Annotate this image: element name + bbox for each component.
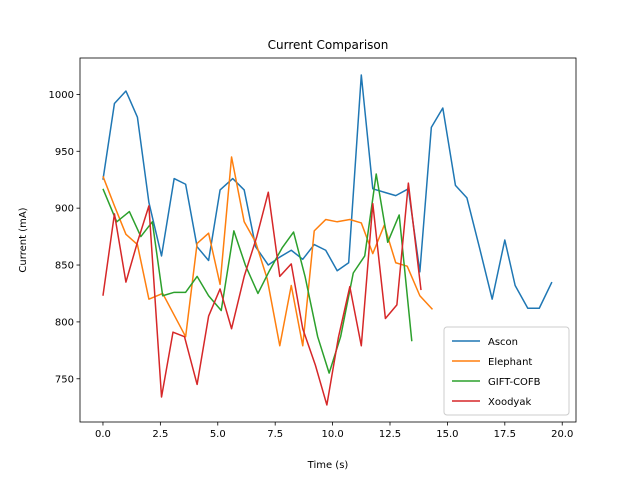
y-tick-label: 850 (55, 261, 74, 272)
y-tick-label: 800 (55, 317, 74, 328)
x-tick-label: 12.5 (379, 429, 401, 440)
plot-frame (79, 57, 577, 423)
series-line-xoodyak (102, 182, 422, 406)
legend-box (443, 326, 570, 416)
x-axis-label: Time (s) (307, 460, 349, 471)
legend-label: Elephant (488, 357, 532, 368)
y-axis-ticks: 750 800 850 900 950 1000 (49, 90, 80, 385)
x-tick-label: 15.0 (436, 429, 458, 440)
series-line-ascon (102, 74, 553, 309)
x-tick-label: 5.0 (210, 429, 226, 440)
x-tick-label: 20.0 (551, 429, 573, 440)
legend: Ascon Elephant GIFT-COFB Xoodyak (443, 326, 570, 416)
y-tick-label: 950 (55, 147, 74, 158)
y-tick-label: 900 (55, 204, 74, 215)
y-axis-label: Current (mA) (18, 207, 29, 272)
x-tick-label: 17.5 (494, 429, 516, 440)
legend-label: GIFT-COFB (488, 377, 541, 388)
legend-label: Ascon (488, 337, 518, 348)
x-tick-label: 2.5 (152, 429, 168, 440)
x-tick-label: 0.0 (95, 429, 111, 440)
y-tick-label: 1000 (49, 90, 74, 101)
x-axis-ticks: 0.0 2.5 5.0 7.5 10.0 12.5 15.0 17.5 20.0 (95, 422, 573, 440)
series-line-gift-cofb (102, 173, 413, 374)
legend-label: Xoodyak (488, 397, 531, 408)
series-layer (102, 74, 553, 406)
chart-title: Current Comparison (268, 38, 389, 52)
y-tick-label: 750 (55, 374, 74, 385)
x-tick-label: 7.5 (267, 429, 283, 440)
x-tick-label: 10.0 (321, 429, 343, 440)
